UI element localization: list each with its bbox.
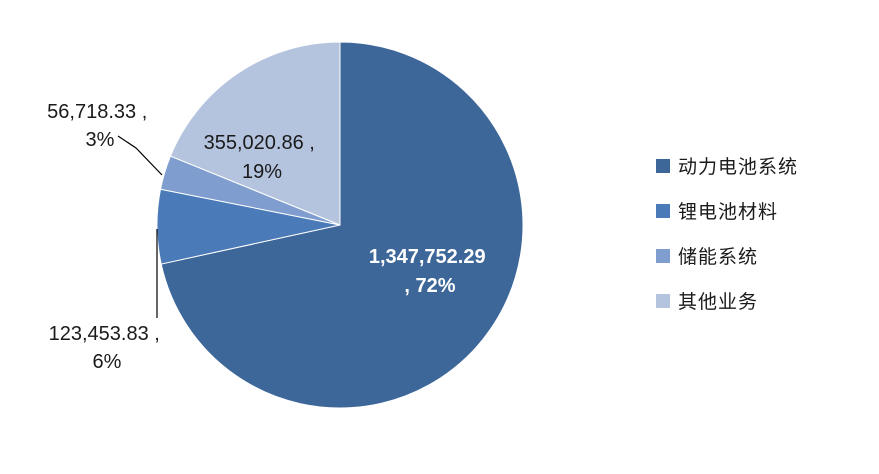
legend-label: 储能系统 bbox=[678, 246, 759, 268]
legend-label: 动力电池系统 bbox=[678, 156, 799, 178]
legend-item-other-business: 其他业务 bbox=[656, 278, 866, 323]
legend-item-energy-storage: 储能系统 bbox=[656, 233, 866, 278]
legend-item-battery-materials: 锂电池材料 bbox=[656, 188, 866, 233]
data-label-power-battery-value: 1,347,752.29 bbox=[369, 246, 486, 268]
data-label-other-business-percent: 19% bbox=[242, 161, 282, 183]
data-label-energy-storage-value: 56,718.33 , bbox=[47, 101, 147, 123]
data-label-other-business-value: 355,020.86 , bbox=[204, 132, 315, 154]
data-label-battery-materials-percent: 6% bbox=[93, 351, 122, 373]
leader-lines bbox=[117, 135, 163, 318]
data-label-battery-materials: 123,453.83 , 6% bbox=[49, 323, 166, 373]
data-label-energy-storage: 56,718.33 , 3% bbox=[47, 101, 153, 151]
legend-label: 其他业务 bbox=[678, 291, 759, 313]
leader-line-energy-storage bbox=[117, 135, 163, 176]
legend-swatch bbox=[656, 248, 670, 263]
pie-slice-other-business bbox=[169, 41, 341, 226]
legend: 动力电池系统 锂电池材料 储能系统 其他业务 bbox=[656, 143, 866, 323]
legend-label: 锂电池材料 bbox=[678, 201, 779, 223]
data-label-battery-materials-value: 123,453.83 , bbox=[49, 323, 160, 345]
legend-item-power-battery: 动力电池系统 bbox=[656, 143, 866, 188]
legend-swatch bbox=[656, 203, 670, 218]
data-label-other-business: 355,020.86 , 19% bbox=[204, 132, 321, 183]
data-label-energy-storage-percent: 3% bbox=[86, 129, 115, 151]
data-label-power-battery-percent: , 72% bbox=[404, 275, 455, 297]
data-label-power-battery: 1,347,752.29 , 72% bbox=[369, 246, 491, 297]
legend-swatch bbox=[656, 293, 670, 308]
legend-swatch bbox=[656, 158, 670, 173]
pie-slice-power-battery bbox=[160, 41, 524, 409]
pie-slices bbox=[156, 41, 524, 409]
